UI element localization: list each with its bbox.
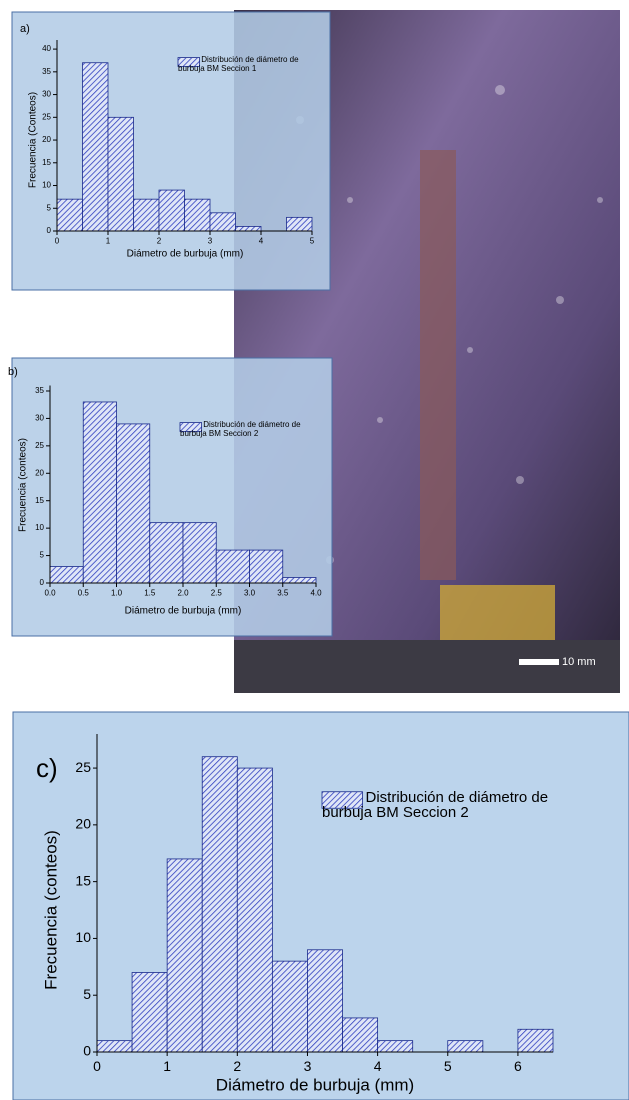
y-axis-label: Frecuencia (Conteos) <box>28 92 39 188</box>
y-tick-label: 15 <box>75 872 91 888</box>
y-tick-label: 20 <box>35 468 44 477</box>
x-tick-label: 1.0 <box>111 589 123 598</box>
x-tick-label: 4 <box>374 1058 382 1074</box>
bar <box>202 757 237 1052</box>
y-tick-label: 15 <box>35 496 44 505</box>
y-tick-label: 30 <box>42 90 51 99</box>
y-tick-label: 30 <box>35 414 44 423</box>
y-axis-label: Frecuencia (conteos) <box>41 830 60 990</box>
y-tick-label: 5 <box>40 551 45 560</box>
y-tick-label: 10 <box>42 181 51 190</box>
x-tick-label: 3 <box>208 237 213 246</box>
bar <box>307 950 342 1052</box>
bar <box>167 859 202 1052</box>
scale-label: 10 mm <box>562 656 596 668</box>
bar <box>134 199 160 231</box>
bar <box>343 1018 378 1052</box>
x-tick-label: 0 <box>93 1058 101 1074</box>
x-tick-label: 2 <box>233 1058 241 1074</box>
x-tick-label: 2.0 <box>177 589 189 598</box>
bar <box>97 1041 132 1052</box>
x-tick-label: 0.5 <box>78 589 90 598</box>
figure: 10 mm 0123450510152025303540Diámetro de … <box>0 0 629 1100</box>
bar <box>108 117 134 231</box>
y-tick-label: 15 <box>42 158 51 167</box>
x-tick-label: 2 <box>157 237 162 246</box>
x-axis-label: Diámetro de burbuja (mm) <box>216 1075 414 1094</box>
x-tick-label: 4.0 <box>310 589 322 598</box>
y-tick-label: 0 <box>83 1043 91 1059</box>
y-tick-label: 25 <box>75 759 91 775</box>
bar <box>117 424 150 583</box>
y-tick-label: 5 <box>83 986 91 1002</box>
y-tick-label: 40 <box>42 44 51 53</box>
x-axis-label: Diámetro de burbuja (mm) <box>125 606 242 617</box>
x-tick-label: 2.5 <box>211 589 223 598</box>
legend: Distribución de diámetro de burbuja BM S… <box>322 790 582 835</box>
bar <box>250 550 283 583</box>
bar <box>518 1029 553 1052</box>
bar <box>283 578 316 583</box>
bar <box>159 190 185 231</box>
bar <box>210 213 236 231</box>
y-tick-label: 35 <box>35 386 44 395</box>
x-tick-label: 3 <box>304 1058 312 1074</box>
x-tick-label: 3.0 <box>244 589 256 598</box>
y-tick-label: 0 <box>40 578 45 587</box>
y-tick-label: 20 <box>42 135 51 144</box>
x-tick-label: 3.5 <box>277 589 289 598</box>
y-tick-label: 5 <box>47 203 52 212</box>
x-tick-label: 0.0 <box>44 589 56 598</box>
y-tick-label: 10 <box>75 929 91 945</box>
legend-label: Distribución de diámetro de burbuja BM S… <box>180 421 320 438</box>
y-tick-label: 20 <box>75 816 91 832</box>
y-tick-label: 0 <box>47 226 52 235</box>
legend-label: Distribución de diámetro de burbuja BM S… <box>178 56 308 73</box>
x-tick-label: 5 <box>444 1058 452 1074</box>
bar <box>237 768 272 1052</box>
bar <box>236 226 262 231</box>
x-tick-label: 5 <box>310 237 315 246</box>
bar <box>287 217 313 231</box>
bar <box>83 63 109 231</box>
x-tick-label: 1.5 <box>144 589 156 598</box>
x-tick-label: 1 <box>163 1058 171 1074</box>
bar <box>448 1041 483 1052</box>
bar <box>183 523 216 583</box>
y-tick-label: 25 <box>35 441 44 450</box>
x-tick-label: 6 <box>514 1058 522 1074</box>
legend-label: Distribución de diámetro de burbuja BM S… <box>322 790 582 822</box>
bar <box>185 199 211 231</box>
y-tick-label: 25 <box>42 112 51 121</box>
panel-label: b) <box>8 366 18 378</box>
bar <box>272 961 307 1052</box>
bar <box>216 550 249 583</box>
x-tick-label: 0 <box>55 237 60 246</box>
y-axis-label: Frecuencia (conteos) <box>18 438 29 532</box>
x-tick-label: 4 <box>259 237 264 246</box>
bar <box>83 402 116 583</box>
x-tick-label: 1 <box>106 237 111 246</box>
y-tick-label: 35 <box>42 67 51 76</box>
legend: Distribución de diámetro de burbuja BM S… <box>178 56 308 80</box>
panel-label: a) <box>20 23 30 35</box>
bar <box>57 199 83 231</box>
legend: Distribución de diámetro de burbuja BM S… <box>180 421 320 445</box>
y-tick-label: 10 <box>35 523 44 532</box>
bar <box>50 567 83 583</box>
panel-label: c) <box>36 753 58 783</box>
bar <box>150 523 183 583</box>
bar <box>378 1041 413 1052</box>
bar <box>132 973 167 1053</box>
x-axis-label: Diámetro de burbuja (mm) <box>127 249 244 260</box>
